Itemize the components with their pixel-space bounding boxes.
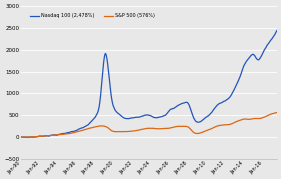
Nasdaq 100 (2,478%): [28, 136, 31, 138]
S&P 500 (576%): [180, 125, 184, 127]
S&P 500 (576%): [49, 134, 53, 136]
S&P 500 (576%): [20, 136, 23, 138]
Nasdaq 100 (2,478%): [275, 30, 278, 32]
Nasdaq 100 (2,478%): [244, 61, 248, 63]
Nasdaq 100 (2,478%): [25, 136, 28, 139]
S&P 500 (576%): [28, 136, 31, 138]
S&P 500 (576%): [275, 112, 278, 114]
Nasdaq 100 (2,478%): [41, 135, 44, 137]
Line: Nasdaq 100 (2,478%): Nasdaq 100 (2,478%): [21, 31, 277, 137]
S&P 500 (576%): [41, 135, 44, 137]
Nasdaq 100 (2,478%): [20, 136, 23, 138]
S&P 500 (576%): [244, 118, 248, 120]
Nasdaq 100 (2,478%): [267, 43, 270, 45]
Nasdaq 100 (2,478%): [49, 134, 53, 136]
Line: S&P 500 (576%): S&P 500 (576%): [21, 113, 277, 137]
Legend: Nasdaq 100 (2,478%), S&P 500 (576%): Nasdaq 100 (2,478%), S&P 500 (576%): [29, 12, 156, 20]
Nasdaq 100 (2,478%): [180, 102, 184, 105]
S&P 500 (576%): [267, 114, 270, 116]
S&P 500 (576%): [24, 136, 27, 138]
